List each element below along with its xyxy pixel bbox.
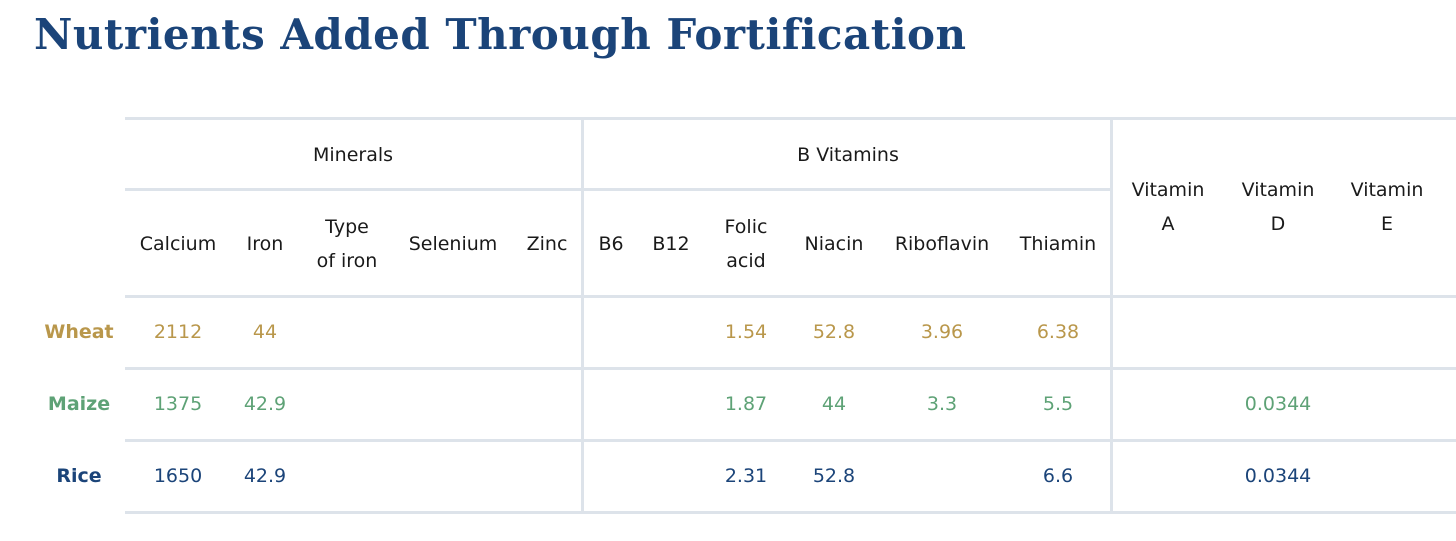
column-header-b12: B12: [652, 233, 690, 255]
cell-maize-riboflavin: 3.3: [926, 393, 958, 415]
cell-rice-niacin: 52.8: [812, 465, 856, 487]
cell-wheat-niacin: 52.8: [812, 321, 856, 343]
column-header-type-of-iron-line1: Type: [325, 216, 369, 238]
group-header-minerals: Minerals: [312, 144, 394, 166]
group-header-b-vitamins: B Vitamins: [797, 144, 899, 166]
column-header-vitamin-a-line1: Vitamin: [1131, 179, 1205, 201]
column-header-calcium: Calcium: [139, 233, 217, 255]
column-header-type-of-iron-line2: of iron: [316, 250, 378, 272]
cell-maize-iron: 42.9: [243, 393, 287, 415]
column-header-niacin: Niacin: [804, 233, 864, 255]
cell-wheat-calcium: 2112: [153, 321, 203, 343]
row-label-maize: Maize: [47, 393, 111, 415]
row-divider-maize: [125, 439, 1456, 442]
column-header-folic-acid-line1: Folic: [724, 216, 768, 238]
column-header-iron: Iron: [246, 233, 284, 255]
cell-rice-calcium: 1650: [153, 465, 203, 487]
column-header-vitamin-d-line1: Vitamin: [1241, 179, 1315, 201]
cell-wheat-thiamin: 6.38: [1036, 321, 1080, 343]
column-header-vitamin-d-line2: D: [1270, 213, 1286, 235]
cell-maize-calcium: 1375: [153, 393, 203, 415]
column-header-selenium: Selenium: [408, 233, 498, 255]
cell-maize-thiamin: 5.5: [1042, 393, 1074, 415]
table-top-border: [125, 117, 1456, 120]
column-header-type-of-iron: Type of iron: [317, 210, 378, 278]
bvitamins-vitamins-divider: [1110, 117, 1113, 514]
column-header-vitamin-e-line2: E: [1380, 213, 1393, 235]
column-header-zinc: Zinc: [526, 233, 568, 255]
row-label-rice: Rice: [56, 465, 102, 487]
cell-wheat-folic-acid: 1.54: [724, 321, 768, 343]
column-header-b6: B6: [598, 233, 624, 255]
cell-wheat-riboflavin: 3.96: [920, 321, 964, 343]
cell-rice-thiamin: 6.6: [1042, 465, 1074, 487]
column-header-folic-acid-line2: acid: [726, 250, 766, 272]
table-bottom-border: [125, 511, 1456, 514]
column-header-vitamin-e-line1: Vitamin: [1350, 179, 1424, 201]
page-title: Nutrients Added Through Fortification: [34, 10, 967, 59]
row-divider-wheat: [125, 367, 1456, 370]
cell-maize-folic-acid: 1.87: [724, 393, 768, 415]
column-header-vitamin-d: Vitamin D: [1242, 173, 1315, 241]
cell-maize-niacin: 44: [821, 393, 847, 415]
cell-wheat-iron: 44: [252, 321, 278, 343]
minerals-vitamins-divider: [581, 117, 584, 514]
cell-maize-vitamin-d: 0.0344: [1244, 393, 1312, 415]
row-label-wheat: Wheat: [44, 321, 114, 343]
column-header-vitamin-a: Vitamin A: [1132, 173, 1205, 241]
column-header-vitamin-e: Vitamin E: [1351, 173, 1424, 241]
column-header-folic-acid: Folic acid: [725, 210, 768, 278]
cell-rice-vitamin-d: 0.0344: [1244, 465, 1312, 487]
column-header-thiamin: Thiamin: [1019, 233, 1097, 255]
column-header-vitamin-a-line2: A: [1161, 213, 1175, 235]
column-header-riboflavin: Riboflavin: [894, 233, 990, 255]
cell-rice-folic-acid: 2.31: [724, 465, 768, 487]
group-header-divider: [125, 188, 1113, 191]
cell-rice-iron: 42.9: [243, 465, 287, 487]
header-bottom-border: [125, 295, 1456, 298]
